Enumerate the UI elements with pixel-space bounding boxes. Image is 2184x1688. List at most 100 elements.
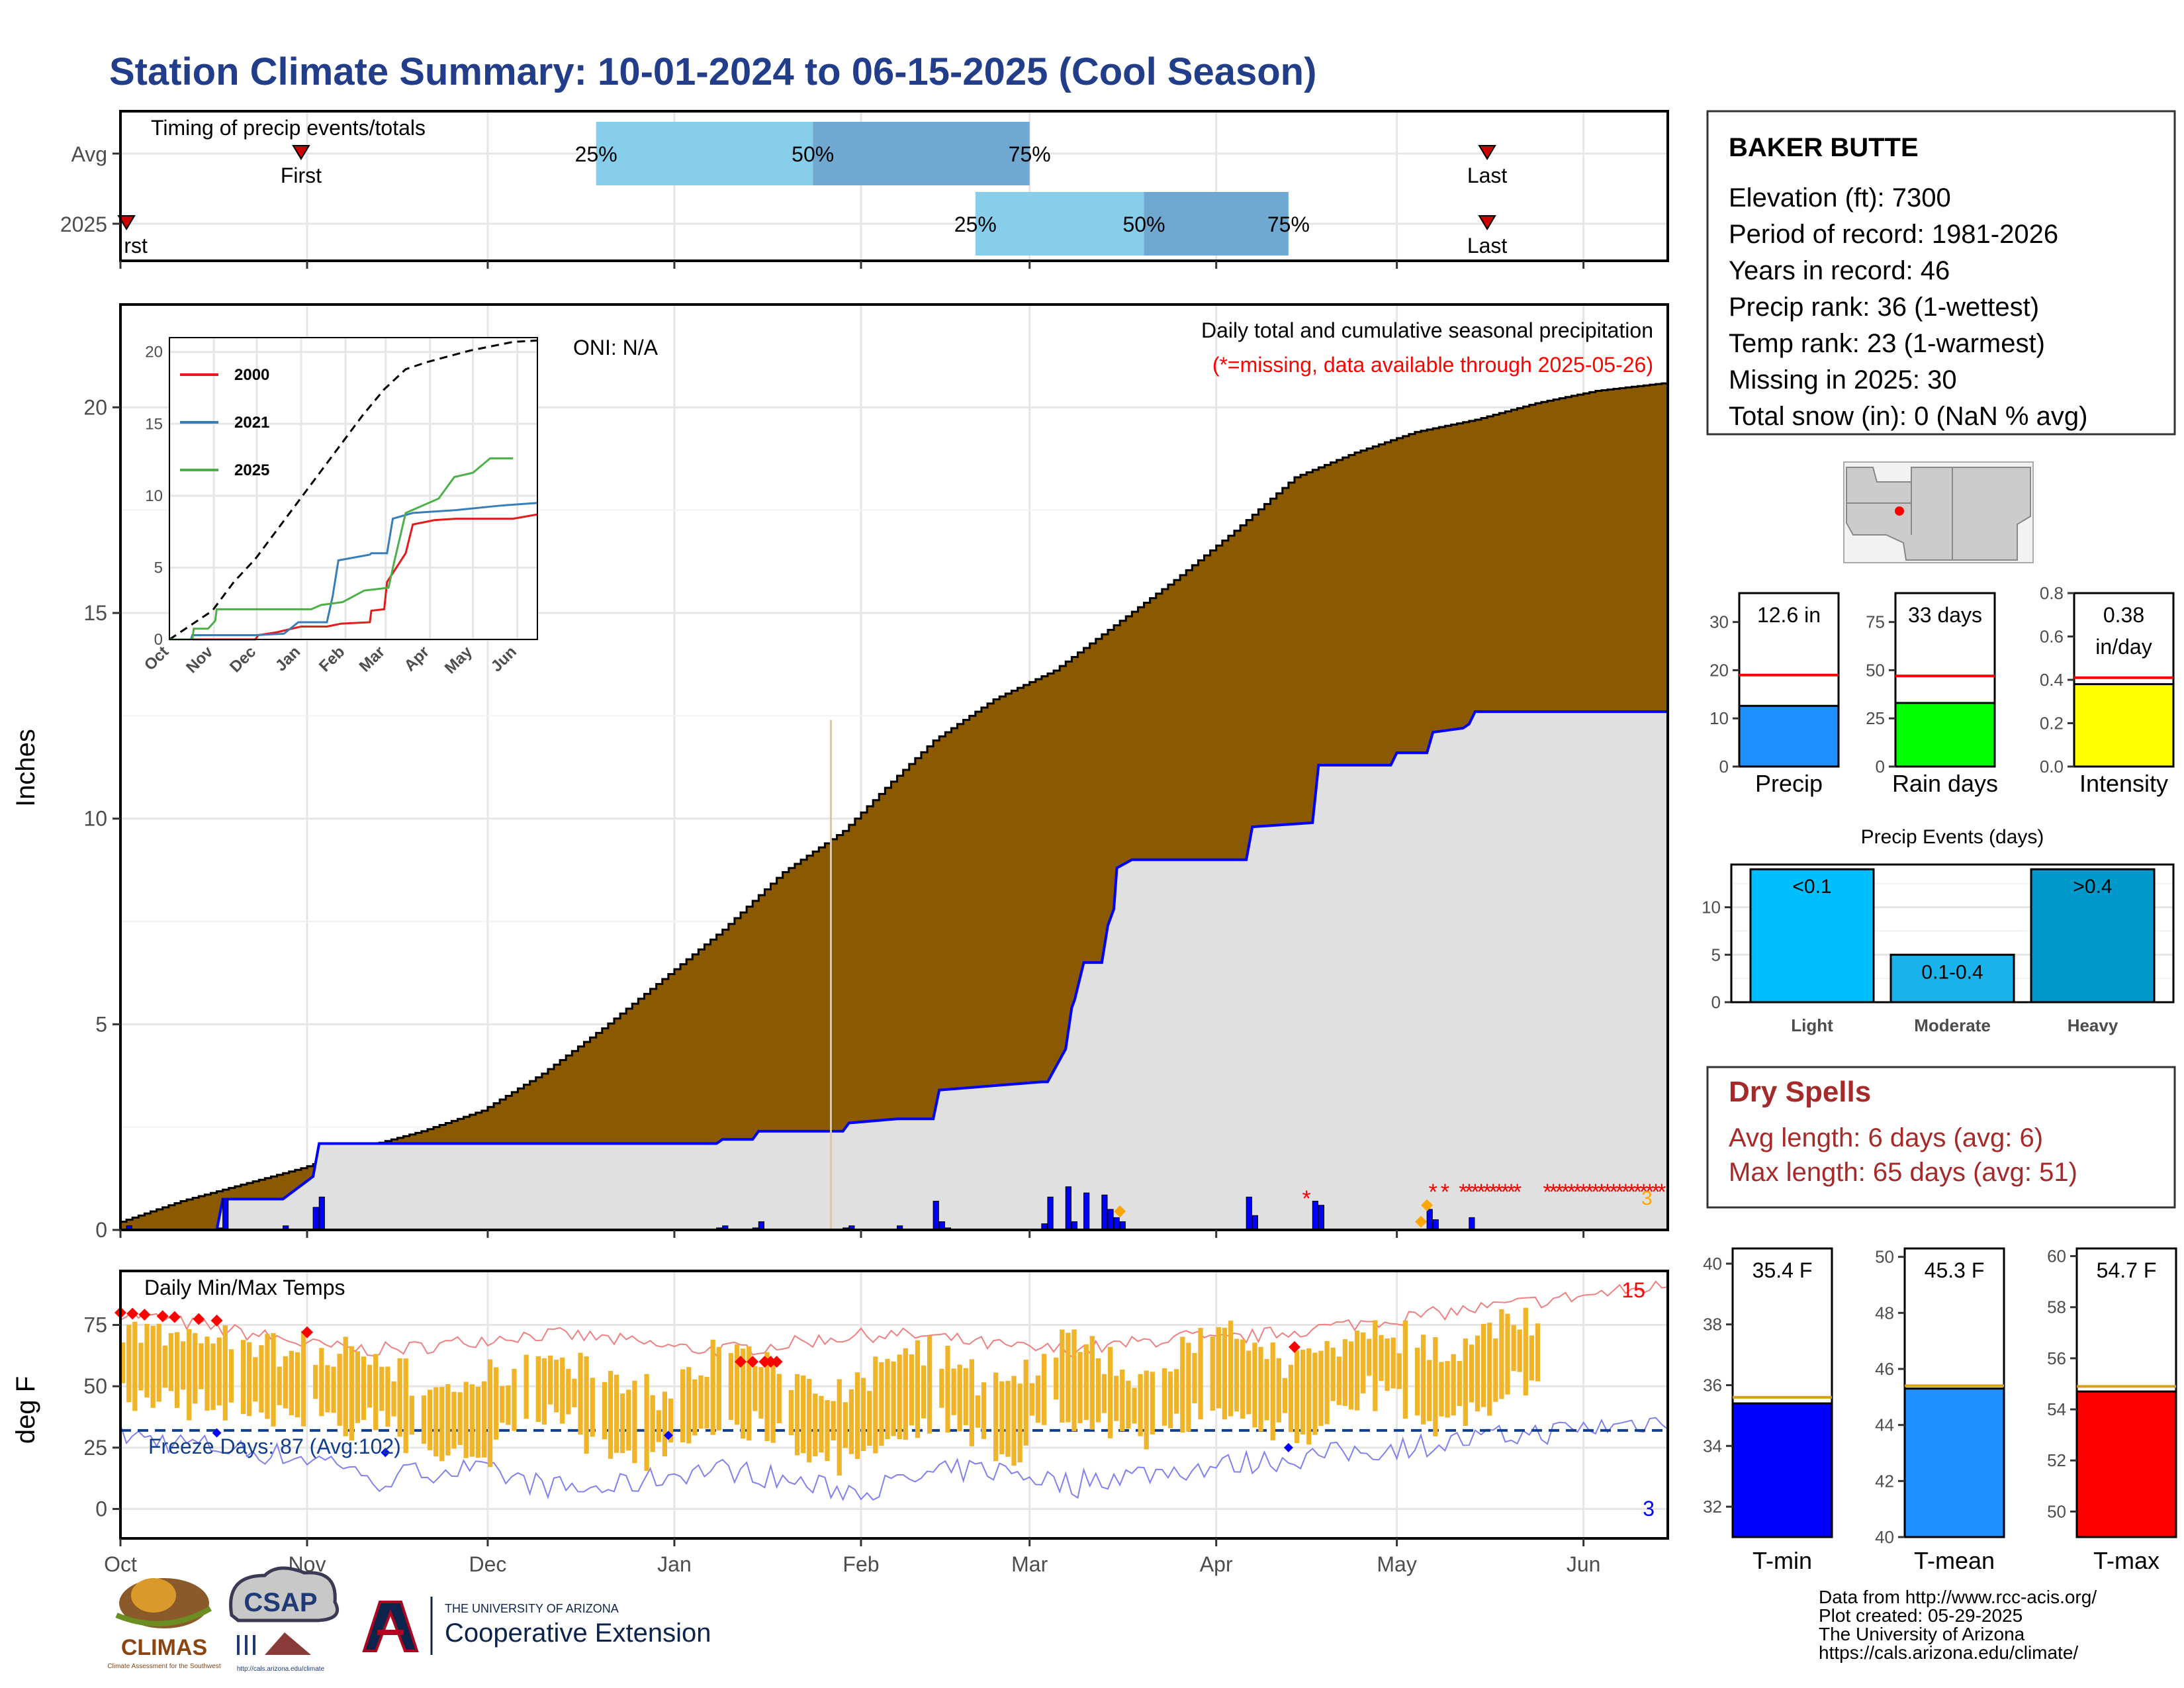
daily-temp-bar (837, 1379, 842, 1476)
daily-temp-bar (433, 1387, 439, 1457)
daily-precip-bar (1432, 1219, 1439, 1231)
daily-temp-bar (1457, 1360, 1462, 1407)
precip-missing-note: (*=missing, data available through 2025-… (1212, 353, 1653, 377)
daily-temp-bar (1433, 1336, 1438, 1436)
daily-precip-bar (318, 1196, 325, 1231)
daily-temp-bar (584, 1356, 589, 1454)
temp-summary-value (1731, 1402, 1833, 1538)
daily-temp-bar (692, 1379, 698, 1436)
last-event-marker (1478, 215, 1496, 230)
daily-temp-bar (385, 1366, 390, 1427)
daily-temp-bar (734, 1344, 740, 1425)
daily-temp-bar (180, 1341, 186, 1390)
precip-corner-label: 3 (1641, 1188, 1653, 1209)
daily-temp-bar (1475, 1335, 1480, 1412)
temp-summary-tick-label: 36 (1703, 1376, 1722, 1395)
mini-bar-tick-label: 30 (1709, 612, 1729, 632)
daily-temp-bar (397, 1358, 402, 1437)
svg-text:CSAP: CSAP (244, 1588, 317, 1617)
temp-summary-tick-label: 44 (1875, 1415, 1894, 1435)
inset-ytick-label: 5 (154, 559, 163, 577)
missing-day-marker: * (1513, 1180, 1522, 1205)
inset-xtick-label: Dec (226, 643, 259, 676)
info-line: Period of record: 1981-2026 (1729, 220, 2058, 249)
daily-temp-bar (1101, 1374, 1107, 1413)
daily-temp-bar (1095, 1358, 1101, 1423)
climas-logo: CLIMAS Climate Assessment for the Southw… (107, 1578, 221, 1670)
daily-temp-bar (909, 1354, 915, 1426)
daily-temp-bar (566, 1368, 571, 1415)
missing-day-marker: * (1585, 1180, 1594, 1205)
daily-temp-bar (776, 1374, 782, 1424)
daily-temp-bar (1354, 1331, 1360, 1411)
daily-temp-bar (216, 1337, 222, 1406)
inset-ytick-label: 0 (154, 631, 163, 649)
timing-bar-50-75 (813, 122, 1030, 185)
oni-label: ONI: N/A (573, 336, 659, 359)
inset-xtick-label: Jan (272, 643, 304, 675)
daily-temp-bar (1174, 1369, 1179, 1414)
timing-pct-label: 75% (1267, 212, 1310, 236)
daily-temp-bar (662, 1391, 668, 1457)
daily-temp-bar (494, 1367, 499, 1440)
missing-day-marker: * (1603, 1180, 1612, 1205)
daily-temp-bar (993, 1372, 999, 1462)
daily-precip-bar (1047, 1196, 1054, 1231)
daily-temp-bar (1276, 1358, 1281, 1423)
daily-temp-bar (1306, 1348, 1312, 1445)
inset-series-2021 (169, 502, 538, 641)
missing-day-marker: * (1627, 1180, 1636, 1205)
daily-temp-bar (1451, 1354, 1456, 1416)
daily-precip-bar (1312, 1201, 1318, 1231)
temp-summary-name: T-max (2093, 1547, 2160, 1574)
info-line: Elevation (ft): 7300 (1729, 183, 1951, 212)
daily-temp-bar (295, 1352, 300, 1418)
mini-bar-tick-label: 0.8 (2040, 583, 2064, 603)
daily-temp-bar (854, 1372, 860, 1459)
record-low-marker (1283, 1442, 1293, 1452)
month-label-Jan: Jan (657, 1552, 692, 1576)
daily-temp-bar (1144, 1370, 1149, 1450)
daily-temp-bar (427, 1389, 433, 1450)
timing-pct-label: 50% (1123, 212, 1165, 236)
missing-day-marker: * (1567, 1180, 1576, 1205)
dry-spells-max: Max length: 65 days (avg: 51) (1729, 1158, 2077, 1187)
daily-temp-bar (963, 1368, 968, 1425)
daily-temp-bar (921, 1365, 927, 1419)
daily-temp-bar (1312, 1352, 1318, 1435)
daily-temp-bar (1041, 1354, 1047, 1425)
daily-temp-bar (842, 1402, 848, 1448)
daily-temp-bar (1054, 1357, 1059, 1400)
daily-temp-bar (716, 1346, 721, 1430)
missing-day-marker: * (1459, 1180, 1467, 1205)
daily-temp-bar (1035, 1375, 1041, 1423)
daily-temp-bar (939, 1368, 944, 1408)
temp-summary-tick-label: 54 (2047, 1399, 2066, 1419)
mini-bar-unit-label: in/day (2095, 635, 2152, 659)
inset-xtick-label: Feb (316, 643, 348, 675)
temp-ylabel: deg F (11, 1376, 40, 1444)
daily-temp-bar (969, 1359, 974, 1446)
daily-temp-bar (512, 1368, 517, 1431)
current-cumulative-area (120, 712, 1668, 1230)
missing-day-marker: * (1501, 1180, 1510, 1205)
info-line: Years in record: 46 (1729, 256, 1950, 285)
missing-day-marker: * (1471, 1180, 1479, 1205)
missing-day-marker: * (1579, 1180, 1588, 1205)
station-info-box: BAKER BUTTE Elevation (ft): 7300 Period o… (1706, 110, 2176, 436)
precip-heading: Daily total and cumulative seasonal prec… (1201, 318, 1653, 342)
daily-temp-bar (168, 1333, 174, 1391)
missing-day-marker: * (1507, 1180, 1516, 1205)
daily-temp-bar (819, 1395, 824, 1453)
missing-day-marker: * (1555, 1180, 1564, 1205)
daily-temp-bar (1132, 1387, 1137, 1424)
inset-xtick-label: Jun (488, 643, 520, 675)
missing-day-marker: * (1561, 1180, 1570, 1205)
month-label-Dec: Dec (469, 1552, 506, 1576)
daily-temp-bar (300, 1331, 306, 1427)
daily-temp-bar (1198, 1327, 1203, 1420)
daily-temp-bar (1246, 1350, 1251, 1415)
daily-temp-bar (349, 1346, 354, 1441)
csap-logo: CSAP http://cals.arizona.edu/climate (229, 1566, 340, 1673)
